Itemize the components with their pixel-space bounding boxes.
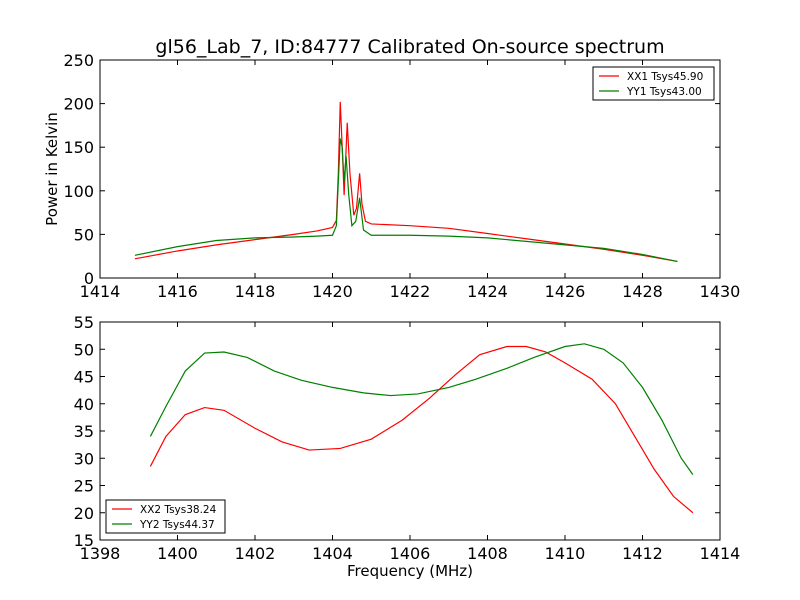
x-tick-label: 1414 (80, 282, 121, 301)
legend-label-2: YY1 Tsys43.00 (626, 86, 702, 98)
y-tick-label: 0 (84, 269, 94, 288)
x-tick-label: 1416 (157, 282, 198, 301)
legend-box (592, 66, 715, 101)
y-tick-label: 200 (63, 95, 94, 114)
legend-label-1: XX2 Tsys38.24 (140, 504, 217, 516)
y-tick-label: 150 (63, 138, 94, 157)
x-tick-label: 1418 (235, 282, 276, 301)
x-tick-label: 1410 (545, 544, 586, 563)
x-tick-label: 1412 (622, 544, 663, 563)
x-tick-label: 1422 (390, 282, 431, 301)
y-tick-label: 20 (74, 504, 94, 523)
top-spectrum-panel: 1414 1416 1418 1420 1422 1424 1426 1428 1430 0 50 1… (43, 51, 740, 301)
series-line-1 (134, 101, 678, 263)
legend-box (105, 499, 226, 534)
x-tick-label: 1420 (312, 282, 353, 301)
x-tick-label: 1414 (700, 544, 741, 563)
y-tick-label: 35 (74, 422, 94, 441)
y-tick-label: 250 (63, 51, 94, 70)
y-tick-label: 55 (74, 313, 94, 332)
y-axis-title: Power in Kelvin (43, 112, 61, 226)
legend-label-1: XX1 Tsys45.90 (627, 71, 703, 83)
x-tick-label: 1406 (390, 544, 431, 563)
legend-label-2: YY2 Tsys44.37 (139, 519, 215, 531)
y-tick-label: 15 (74, 531, 94, 550)
x-tick-label: 1426 (545, 282, 586, 301)
series-line-2 (134, 138, 678, 263)
x-tick-label: 1428 (622, 282, 663, 301)
figure-title: gl56_Lab_7, ID:84777 Calibrated On-sourc… (155, 36, 664, 58)
y-tick-label: 50 (74, 340, 94, 359)
x-tick-label: 1398 (80, 544, 121, 563)
x-tick-label: 1402 (235, 544, 276, 563)
x-tick-label: 1400 (157, 544, 198, 563)
x-axis-title: Frequency (MHz) (347, 562, 473, 580)
x-tick-label: 1424 (467, 282, 508, 301)
y-tick-label: 45 (74, 368, 94, 387)
y-tick-label: 100 (63, 182, 94, 201)
x-tick-label: 1404 (312, 544, 353, 563)
bottom-spectrum-panel: 1398 1400 1402 1404 1406 1408 1410 1412 1414 15 20… (74, 313, 741, 580)
series-line-2 (149, 343, 694, 475)
x-tick-label: 1430 (700, 282, 741, 301)
y-tick-label: 50 (74, 225, 94, 244)
y-tick-label: 30 (74, 449, 94, 468)
y-tick-label: 40 (74, 395, 94, 414)
series-line-1 (149, 345, 694, 514)
x-tick-label: 1408 (467, 544, 508, 563)
y-tick-label: 25 (74, 477, 94, 496)
